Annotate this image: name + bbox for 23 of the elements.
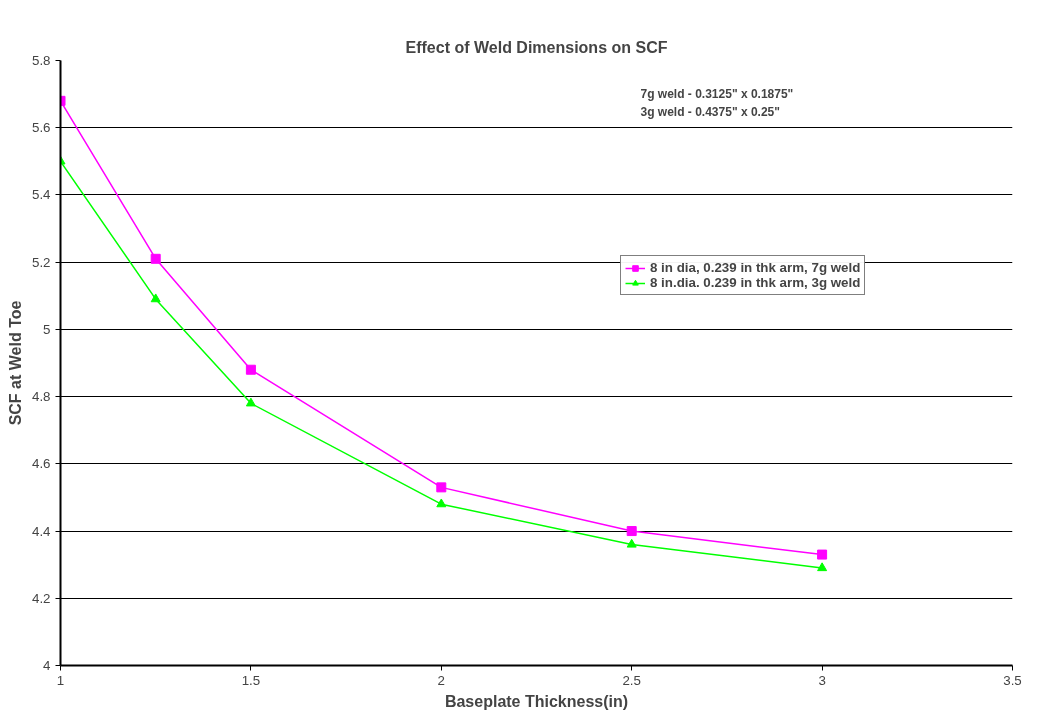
y-tick-label: 4.6 [31,456,51,472]
y-tick-label: 4.4 [31,523,52,539]
y-tick-label: 4 [43,658,52,673]
x-axis-title: Baseplate Thickness(in) [444,692,629,710]
y-axis-title: SCF at Weld Toe [6,300,24,426]
chart-title: Effect of Weld Dimensions on SCF [405,38,668,56]
y-tick-label: 4.8 [31,389,51,405]
y-tick-label: 5.2 [31,254,51,270]
annotation: 3g weld - 0.4375" x 0.25" [640,104,780,119]
y-tick-label: 5.8 [31,53,51,68]
y-tick-label: 5.4 [31,187,52,203]
legend-label: 8 in dia, 0.239 in thk arm, 7g weld [650,260,861,275]
x-tick-label: 2.5 [622,672,641,688]
y-tick-label: 5 [43,321,51,337]
legend-label: 8 in.dia. 0.239 in thk arm, 3g weld [650,275,861,290]
annotation: 7g weld - 0.3125" x 0.1875" [640,86,794,101]
x-tick-label: 3.5 [1003,672,1022,688]
y-tick-label: 5.6 [31,120,51,136]
x-tick-label: 1 [56,672,65,688]
x-tick-label: 1.5 [241,672,261,688]
x-tick-label: 3 [818,672,826,688]
x-tick-label: 2 [437,672,446,688]
y-tick-label: 4.2 [31,590,51,606]
